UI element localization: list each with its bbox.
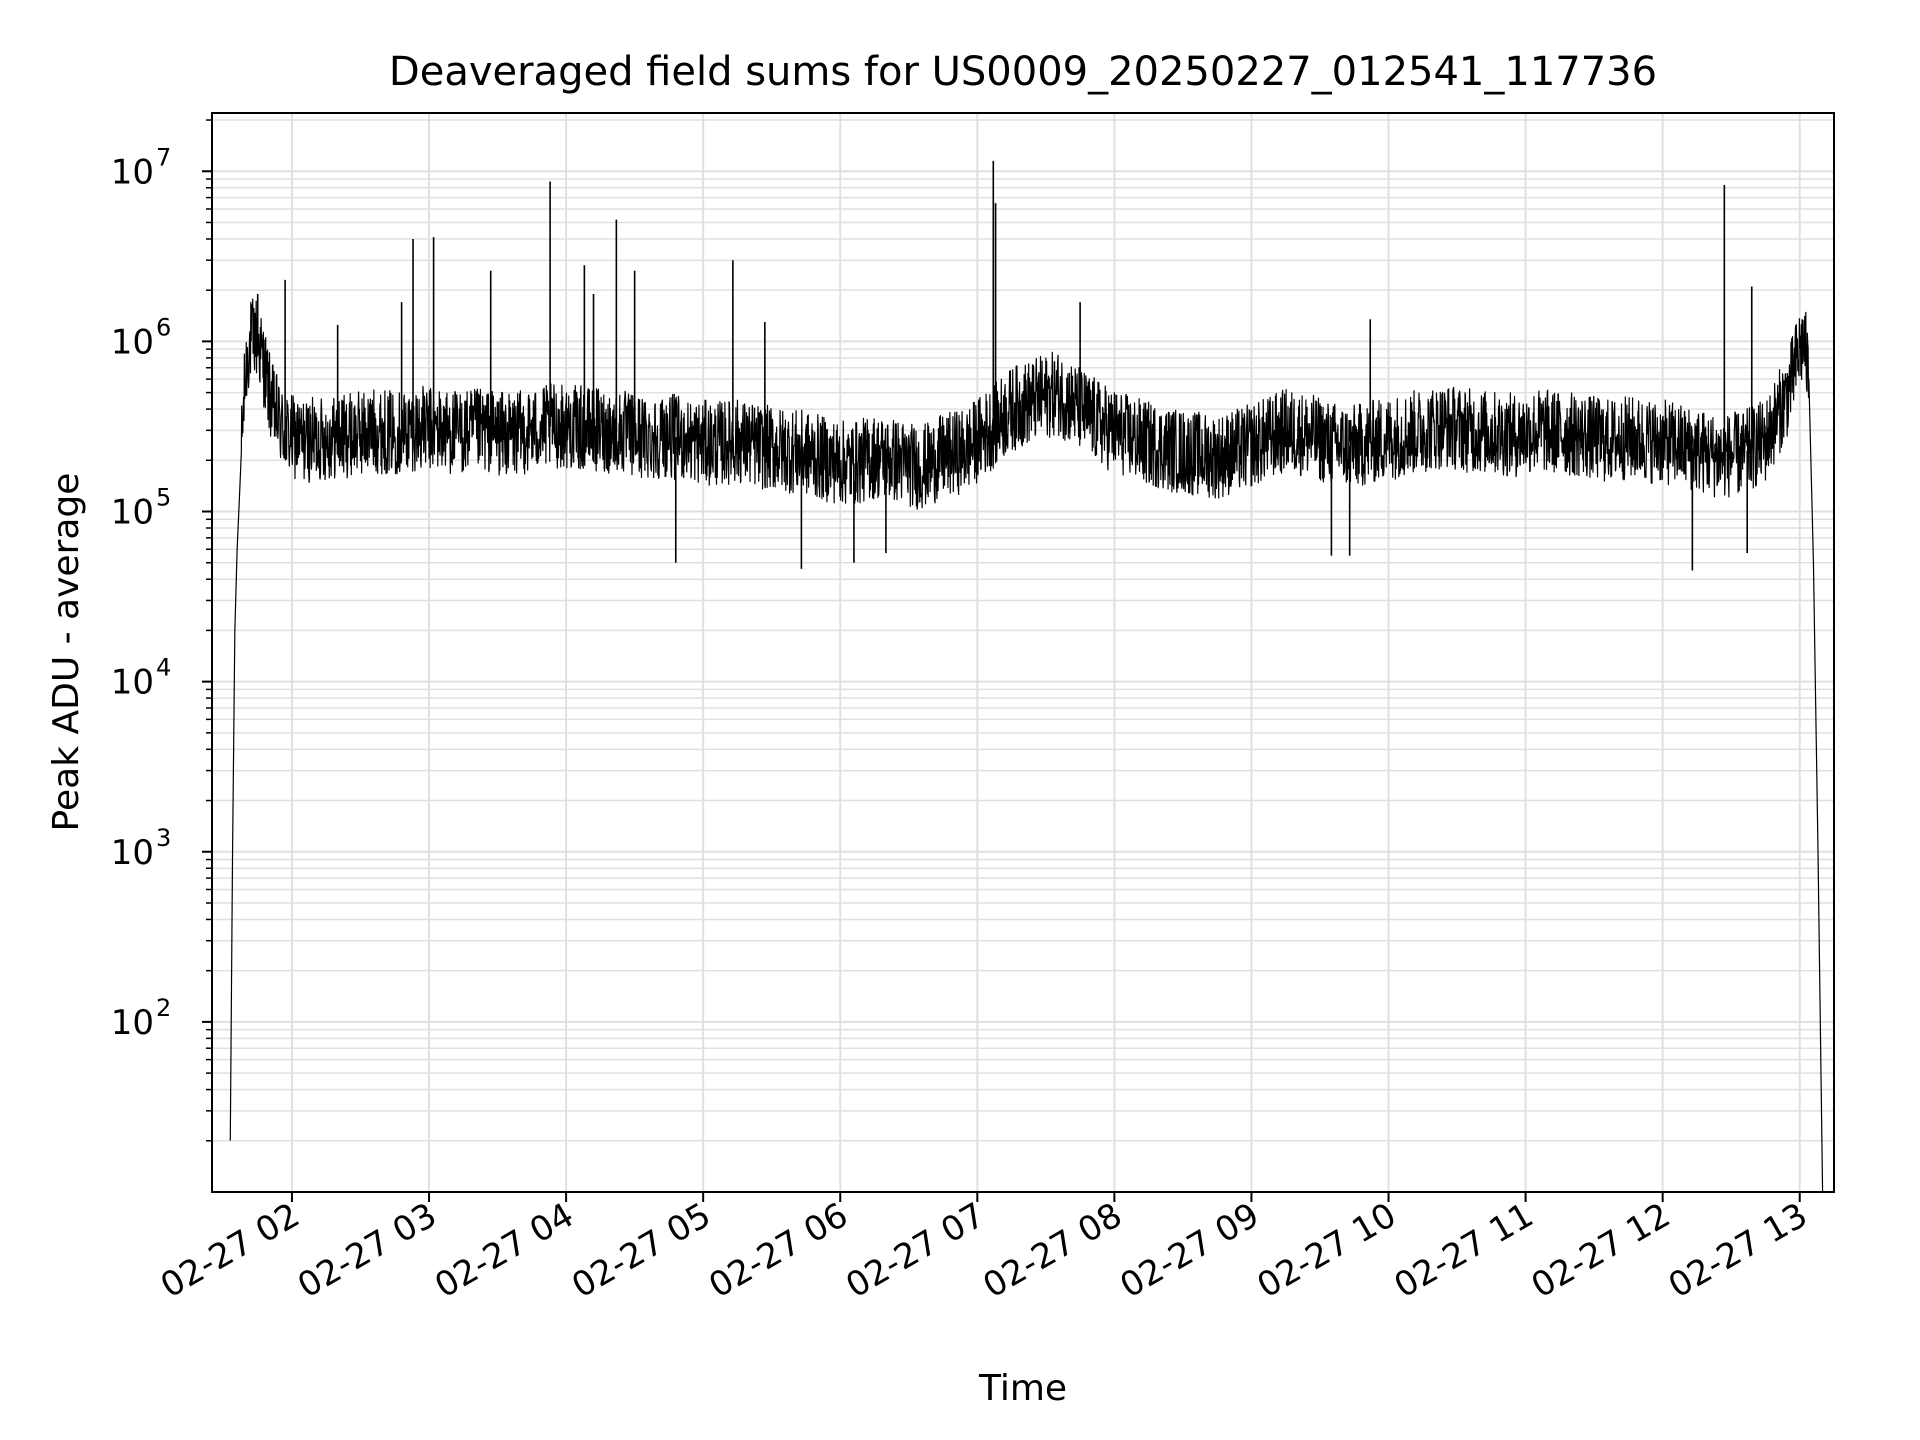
x-tick-label: 02-27 13 bbox=[1662, 1195, 1814, 1306]
x-tick-label: 02-27 10 bbox=[1251, 1195, 1403, 1306]
y-tick-label: 10 bbox=[111, 493, 154, 533]
data-series-group bbox=[229, 160, 1824, 1192]
x-tick-label: 02-27 02 bbox=[154, 1195, 306, 1306]
x-tick-label: 02-27 04 bbox=[428, 1195, 580, 1306]
y-tick-label: 10 bbox=[111, 152, 154, 192]
y-axis-label: Peak ADU - average bbox=[46, 473, 87, 832]
grid-layer bbox=[212, 113, 1834, 1192]
y-tick-label: 10 bbox=[111, 833, 154, 873]
x-tick-label: 02-27 08 bbox=[976, 1195, 1128, 1306]
y-tick-exponent: 4 bbox=[156, 654, 171, 682]
y-tick-label: 10 bbox=[111, 663, 154, 703]
x-tick-label: 02-27 07 bbox=[839, 1195, 991, 1306]
y-tick-exponent: 6 bbox=[156, 313, 171, 341]
y-tick-exponent: 2 bbox=[156, 994, 171, 1022]
y-tick-exponent: 5 bbox=[156, 484, 171, 512]
x-tick-label: 02-27 03 bbox=[291, 1195, 443, 1306]
chart-title: Deaveraged field sums for US0009_2025022… bbox=[389, 49, 1657, 95]
x-tick-label: 02-27 12 bbox=[1525, 1195, 1677, 1306]
plot-frame bbox=[211, 112, 1835, 1193]
y-tick-exponent: 3 bbox=[156, 824, 171, 852]
data-layer bbox=[229, 160, 1824, 1192]
x-axis-label: Time bbox=[978, 1368, 1067, 1409]
x-tick-label: 02-27 11 bbox=[1388, 1195, 1540, 1306]
y-tick-label: 10 bbox=[111, 322, 154, 362]
series-line bbox=[229, 298, 1824, 1192]
x-tick-label: 02-27 09 bbox=[1114, 1195, 1266, 1306]
x-tick-label: 02-27 05 bbox=[565, 1195, 717, 1306]
y-tick-label: 10 bbox=[111, 1003, 154, 1043]
x-tick-label: 02-27 06 bbox=[702, 1195, 854, 1306]
y-tick-exponent: 7 bbox=[156, 143, 171, 171]
